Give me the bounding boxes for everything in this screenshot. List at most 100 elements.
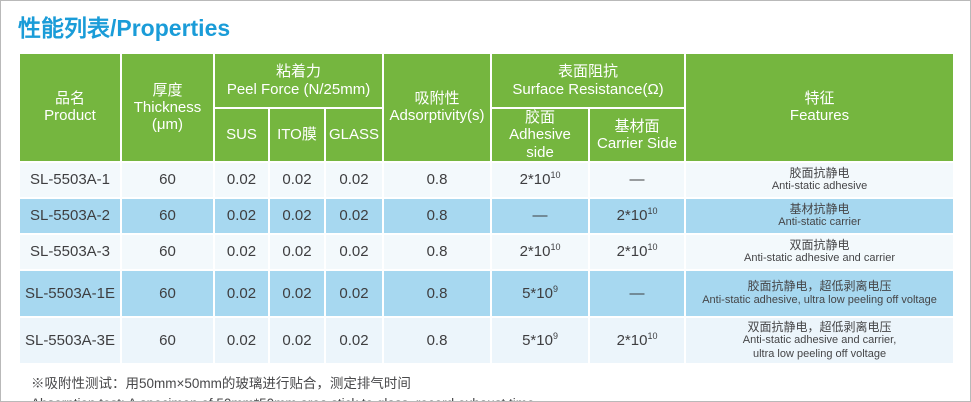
header-adsorptivity-zh: 吸附性 <box>414 90 460 108</box>
header-features: 特征 Features <box>684 52 956 163</box>
product-cell: SL-5503A-3 <box>18 232 122 271</box>
header-product-zh: 品名 <box>54 90 85 108</box>
header-peel-force-en: Peel Force (N/25mm) <box>226 80 371 98</box>
resistance-value: — <box>629 284 645 302</box>
features-zh: 双面抗静电，超低剥离电压 <box>747 319 892 334</box>
resistance-exponent: 10 <box>647 206 658 217</box>
header-row-groups: 品名 Product 厚度 Thickness (μm) 粘着力 Peel Fo… <box>18 52 956 163</box>
features-zh: 胶面抗静电，超低剥离电压 <box>747 279 892 294</box>
sus-cell: 0.02 <box>213 268 270 318</box>
ito-cell: 0.02 <box>268 196 326 235</box>
features-cell: 胶面抗静电 Anti-static adhesive <box>684 160 956 199</box>
glass-cell: 0.02 <box>323 315 385 366</box>
resistance-value: 2*10 <box>519 243 551 261</box>
resistance-value: 5*10 <box>522 284 553 302</box>
product-cell: SL-5503A-2 <box>18 196 122 235</box>
resistance-exponent: 10 <box>550 242 561 253</box>
features-en: Anti-static adhesive and carrier, <box>742 334 897 347</box>
header-product: 品名 Product <box>18 52 122 163</box>
thickness-cell: 60 <box>120 160 215 199</box>
adhesive-side-cell: 2*1010 <box>490 232 591 271</box>
thickness-cell: 60 <box>120 232 215 271</box>
glass-cell: 0.02 <box>323 160 385 199</box>
adhesive-side-cell: — <box>490 196 591 235</box>
ito-cell: 0.02 <box>268 268 326 318</box>
glass-cell: 0.02 <box>323 232 385 271</box>
header-adsorptivity-en: Adsorptivity(s) <box>389 107 485 125</box>
resistance-exponent: 10 <box>647 242 658 253</box>
table-row: SL-5503A-3 60 0.02 0.02 0.02 0.8 2*1010 … <box>18 232 956 271</box>
adsorptivity-cell: 0.8 <box>382 196 493 235</box>
footnote: ※吸附性测试：用50mm×50mm的玻璃进行贴合，测定排气时间 Absorpti… <box>31 374 970 401</box>
header-carrier-side-en: Carrier Side <box>597 134 678 152</box>
header-peel-force-zh: 粘着力 <box>276 63 322 81</box>
header-adhesive-side-zh: 胶面 <box>525 109 556 126</box>
footnote-zh: ※吸附性测试：用50mm×50mm的玻璃进行贴合，测定排气时间 <box>31 376 411 392</box>
header-sus: SUS <box>213 107 270 163</box>
features-cell: 基材抗静电 Anti-static carrier <box>684 196 956 235</box>
header-thickness-zh: 厚度 <box>152 81 183 99</box>
adhesive-side-cell: 2*1010 <box>490 160 591 199</box>
features-zh: 胶面抗静电 <box>789 165 850 180</box>
page-title: 性能列表/Properties <box>18 15 231 41</box>
resistance-exponent: 9 <box>552 330 558 341</box>
header-surface-resistance-zh: 表面阻抗 <box>558 63 619 81</box>
header-surface-resistance-en: Surface Resistance(Ω) <box>512 80 664 98</box>
product-cell: SL-5503A-1 <box>18 160 122 199</box>
resistance-value: 2*10 <box>519 171 551 189</box>
adsorptivity-cell: 0.8 <box>382 160 493 199</box>
header-product-en: Product <box>44 107 96 125</box>
ito-cell: 0.02 <box>268 315 326 366</box>
resistance-value: 2*10 <box>616 243 648 261</box>
properties-table: 品名 Product 厚度 Thickness (μm) 粘着力 Peel Fo… <box>18 52 956 366</box>
glass-cell: 0.02 <box>323 196 385 235</box>
features-en: Anti-static adhesive and carrier <box>744 252 896 265</box>
product-cell: SL-5503A-3E <box>18 315 122 366</box>
table-row: SL-5503A-1E 60 0.02 0.02 0.02 0.8 5*109 … <box>18 268 956 318</box>
header-adhesive-side: 胶面 Adhesive side <box>490 107 591 163</box>
features-en-line2: ultra low peeling off voltage <box>752 347 887 360</box>
header-features-zh: 特征 <box>804 90 835 108</box>
table-row: SL-5503A-1 60 0.02 0.02 0.02 0.8 2*1010 … <box>18 160 956 199</box>
features-en: Anti-static carrier <box>778 216 861 229</box>
sus-cell: 0.02 <box>213 196 270 235</box>
thickness-cell: 60 <box>120 196 215 235</box>
adhesive-side-cell: 5*109 <box>490 268 591 318</box>
resistance-exponent: 9 <box>552 283 558 294</box>
header-adsorptivity: 吸附性 Adsorptivity(s) <box>382 52 493 163</box>
features-cell: 双面抗静电 Anti-static adhesive and carrier <box>684 232 956 271</box>
features-zh: 双面抗静电 <box>789 237 850 252</box>
header-adhesive-side-en: Adhesive side <box>509 126 571 161</box>
carrier-side-cell: 2*1010 <box>588 315 687 366</box>
features-zh: 基材抗静电 <box>789 201 850 216</box>
table-row: SL-5503A-2 60 0.02 0.02 0.02 0.8 — 2*101… <box>18 196 956 235</box>
header-peel-force-group: 粘着力 Peel Force (N/25mm) <box>212 52 385 109</box>
features-cell: 双面抗静电，超低剥离电压 Anti-static adhesive and ca… <box>684 315 956 366</box>
header-features-en: Features <box>789 107 850 125</box>
header-glass: GLASS <box>323 107 385 163</box>
features-en: Anti-static adhesive <box>771 180 868 193</box>
sus-cell: 0.02 <box>213 315 270 366</box>
header-surface-resistance-group: 表面阻抗 Surface Resistance(Ω) <box>490 52 687 109</box>
adsorptivity-cell: 0.8 <box>382 315 493 366</box>
header-thickness-en: Thickness <box>133 98 202 116</box>
adhesive-side-cell: 5*109 <box>490 315 591 366</box>
header-thickness-unit: (μm) <box>151 116 184 133</box>
thickness-cell: 60 <box>120 268 215 318</box>
footnote-en: Absorption test: A specimen of 50mm*50mm… <box>31 394 970 401</box>
header-carrier-side: 基材面 Carrier Side <box>588 107 687 163</box>
carrier-side-cell: — <box>588 160 687 199</box>
header-ito: ITO膜 <box>268 107 326 163</box>
glass-cell: 0.02 <box>323 268 385 318</box>
thickness-cell: 60 <box>120 315 215 366</box>
header-carrier-side-zh: 基材面 <box>614 117 660 135</box>
header-thickness: 厚度 Thickness (μm) <box>120 52 215 163</box>
sus-cell: 0.02 <box>213 232 270 271</box>
adsorptivity-cell: 0.8 <box>382 232 493 271</box>
resistance-value: — <box>629 171 645 189</box>
sus-cell: 0.02 <box>213 160 270 199</box>
product-cell: SL-5503A-1E <box>18 268 122 318</box>
resistance-value: 5*10 <box>522 331 553 349</box>
carrier-side-cell: 2*1010 <box>588 232 687 271</box>
